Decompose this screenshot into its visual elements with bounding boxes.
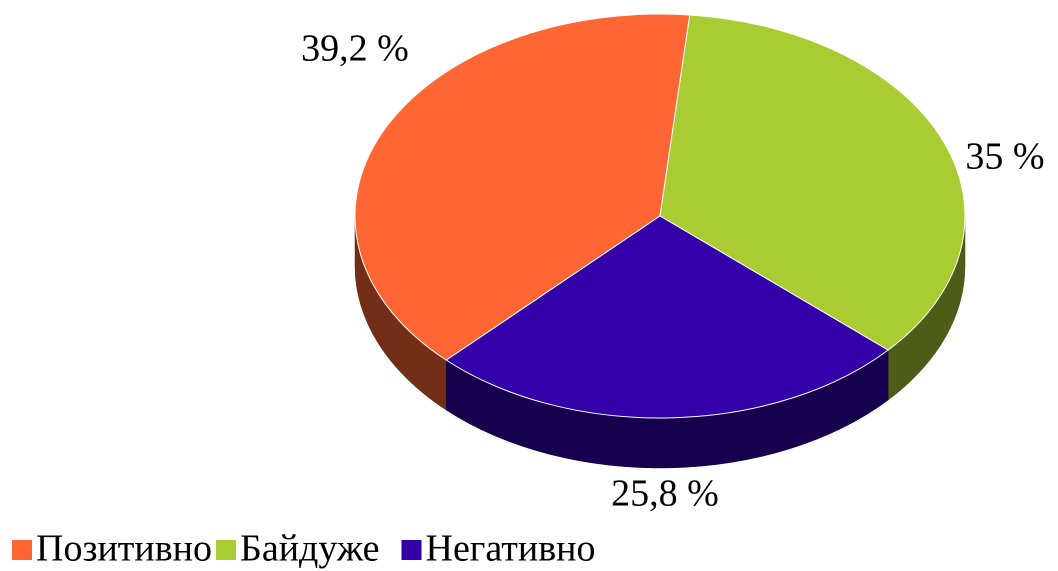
slice — [354, 13, 691, 361]
slice — [445, 215, 889, 419]
legend-swatch — [401, 540, 422, 560]
legend-swatch — [12, 540, 32, 560]
legend-label: Негативно — [426, 528, 596, 570]
data-label: 35 % — [965, 136, 1044, 178]
legend-label: Позитивно — [36, 528, 212, 570]
data-label: 25,8 % — [611, 473, 719, 515]
data-label: 39,2 % — [301, 28, 409, 70]
slice — [659, 14, 966, 351]
legend-swatch — [216, 540, 237, 560]
legend-label: Байдуже — [240, 528, 379, 570]
